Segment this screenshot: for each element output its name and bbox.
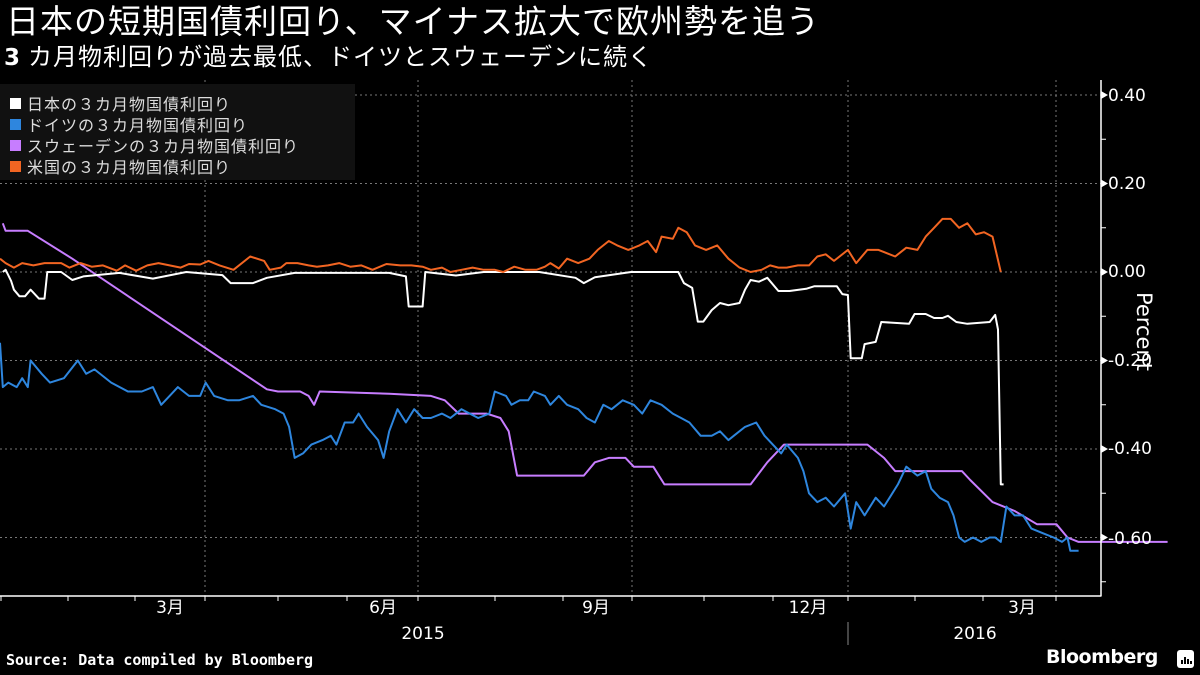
legend-swatch-us-icon bbox=[10, 160, 21, 172]
y-axis-title: Percent bbox=[1132, 292, 1156, 372]
series-lines bbox=[0, 217, 1168, 552]
x-tick-label: 3月 bbox=[1008, 598, 1036, 618]
legend-item-us: 米国の３カ月物国債利回り bbox=[10, 155, 231, 177]
legend-label-sweden: スウェーデンの３カ月物国債利回り bbox=[27, 137, 300, 156]
y-tick-label: 0.00 bbox=[1108, 262, 1146, 282]
y-tick-label: -0.40 bbox=[1108, 439, 1152, 459]
legend-item-germany: ドイツの３カ月物国債利回り bbox=[10, 113, 248, 135]
legend-swatch-japan-icon bbox=[10, 97, 21, 109]
legend: 日本の３カ月物国債利回り ドイツの３カ月物国債利回り スウェーデンの３カ月物国債… bbox=[0, 84, 355, 180]
y-tick-label: -0.60 bbox=[1108, 529, 1152, 549]
chart-subtitle: カ月物利回りが過去最低、ドイツとスウェーデンに続く bbox=[28, 43, 653, 71]
x-tick-label: 3月 bbox=[156, 598, 184, 618]
year-label-2015: 2015 bbox=[401, 624, 445, 644]
legend-swatch-sweden-icon bbox=[10, 139, 21, 151]
x-tick-label: 12月 bbox=[788, 598, 828, 618]
x-tick-label: 9月 bbox=[582, 598, 610, 618]
year-label-2016: 2016 bbox=[953, 624, 997, 644]
axes bbox=[0, 80, 1108, 645]
legend-swatch-germany-icon bbox=[10, 118, 21, 130]
y-tick-label: 0.40 bbox=[1108, 86, 1146, 106]
bloomberg-logo: Bloomberg bbox=[1046, 646, 1158, 668]
chart-subtitle-number: 3 bbox=[4, 45, 21, 71]
bloomberg-chart-icon bbox=[1177, 650, 1194, 668]
legend-label-us: 米国の３カ月物国債利回り bbox=[27, 158, 232, 177]
chart-title: 日本の短期国債利回り、マイナス拡大で欧州勢を追う bbox=[6, 2, 821, 41]
legend-item-sweden: スウェーデンの３カ月物国債利回り bbox=[10, 134, 299, 156]
legend-label-japan: 日本の３カ月物国債利回り bbox=[27, 95, 232, 114]
y-tick-label: 0.20 bbox=[1108, 174, 1146, 194]
source-note: Source: Data compiled by Bloomberg bbox=[6, 651, 314, 669]
legend-label-germany: ドイツの３カ月物国債利回り bbox=[27, 116, 249, 135]
legend-item-japan: 日本の３カ月物国債利回り bbox=[10, 92, 231, 114]
x-tick-label: 6月 bbox=[369, 598, 397, 618]
y-tick-label: -0.20 bbox=[1108, 351, 1152, 371]
